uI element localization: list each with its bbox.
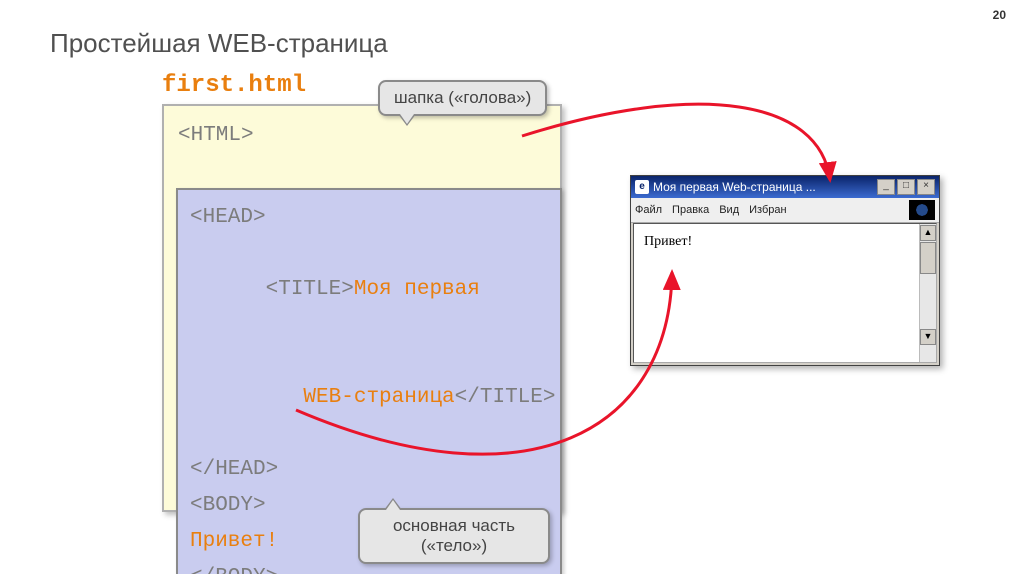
- ie-icon: e: [635, 180, 649, 194]
- menu-edit[interactable]: Правка: [672, 204, 709, 216]
- scroll-down-button[interactable]: ▼: [920, 329, 936, 345]
- scroll-up-button[interactable]: ▲: [920, 225, 936, 241]
- callout-head-text: шапка («голова»): [394, 88, 531, 107]
- code-head-close: </HEAD>: [190, 452, 548, 488]
- callout-body-line2: («тело»): [374, 536, 534, 556]
- browser-menubar: Файл Правка Вид Избран: [631, 198, 939, 223]
- page-title: Простейшая WEB-страница: [50, 28, 388, 59]
- code-title-text2: WEB-страница: [266, 386, 455, 409]
- code-outer-box: <HTML> <HEAD> <TITLE>Моя первая WEB-стра…: [162, 104, 562, 512]
- menu-favorites[interactable]: Избран: [749, 204, 786, 216]
- browser-content: Привет! ▲ ▼: [633, 223, 937, 363]
- minimize-button[interactable]: _: [877, 179, 895, 195]
- filename-label: first.html: [162, 72, 306, 99]
- code-html-open: <HTML>: [178, 118, 546, 154]
- page-number: 20: [993, 8, 1006, 22]
- callout-body: основная часть («тело»): [358, 508, 550, 564]
- scrollbar[interactable]: ▲ ▼: [919, 224, 936, 362]
- menu-file[interactable]: Файл: [635, 204, 662, 216]
- browser-window: e Моя первая Web-страница ... _ □ × Файл…: [630, 175, 940, 366]
- browser-logo-icon: [909, 200, 935, 220]
- code-title-tag-open: <TITLE>: [266, 278, 354, 301]
- code-title-line2: WEB-страница</TITLE>: [190, 344, 548, 452]
- scroll-thumb[interactable]: [920, 242, 936, 274]
- menu-view[interactable]: Вид: [719, 204, 739, 216]
- code-title-text1: Моя первая: [354, 278, 480, 301]
- arrow-head-to-title: [522, 104, 830, 180]
- browser-titlebar: e Моя первая Web-страница ... _ □ ×: [631, 176, 939, 198]
- browser-title-text: Моя первая Web-страница ...: [653, 180, 873, 194]
- code-title-tag-close: </TITLE>: [455, 386, 556, 409]
- window-buttons: _ □ ×: [877, 179, 935, 195]
- callout-head: шапка («голова»): [378, 80, 547, 116]
- close-button[interactable]: ×: [917, 179, 935, 195]
- callout-body-line1: основная часть: [374, 516, 534, 536]
- browser-content-text: Привет!: [644, 234, 692, 249]
- code-head-open: <HEAD>: [190, 200, 548, 236]
- code-title-line1: <TITLE>Моя первая: [190, 236, 548, 344]
- maximize-button[interactable]: □: [897, 179, 915, 195]
